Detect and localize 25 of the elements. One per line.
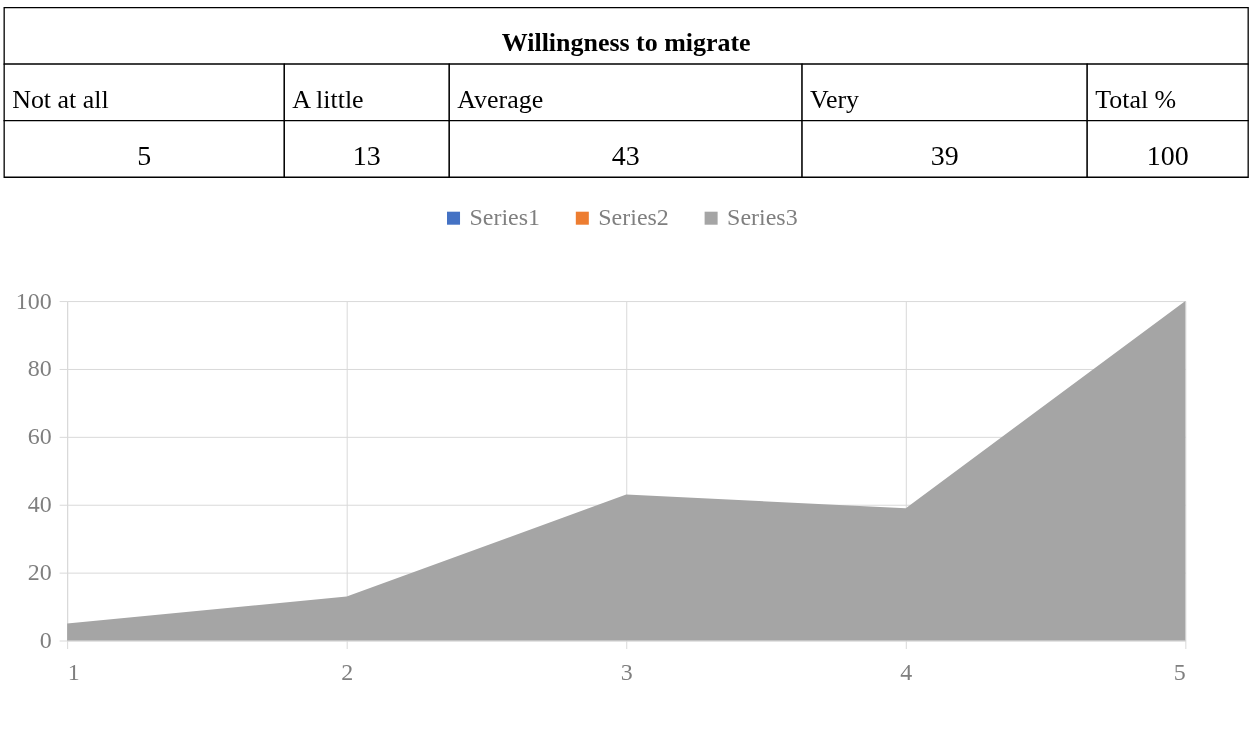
x-tick-label: 3 [620,658,633,685]
legend-label: Series3 [727,204,798,231]
category-label: Total % [1095,84,1177,114]
y-tick-label: 60 [27,423,52,450]
data-label: 43 [611,140,640,172]
data-label: 100 [1146,140,1189,172]
data-label: 13 [352,140,381,172]
category-label: Not at all [12,84,109,114]
x-tick-label: 4 [900,658,913,685]
text: Willingness to migrate [501,28,751,58]
y-tick-label: 20 [27,559,52,586]
x-tick-label: 1 [67,658,80,685]
y-tick-label: 40 [27,491,52,518]
legend-label: Series2 [598,204,669,231]
legend-label: Series1 [469,204,541,231]
data-label: 5 [137,140,152,172]
y-tick-label: 0 [39,627,52,654]
data-label: 39 [930,140,959,172]
x-tick-label: 2 [341,658,354,685]
category-label: Average [457,84,544,114]
category-label: Very [810,84,860,114]
y-tick-label: 100 [15,287,52,314]
y-tick-label: 80 [27,355,52,382]
category-label: A little [292,84,364,114]
x-tick-label: 5 [1173,658,1186,685]
